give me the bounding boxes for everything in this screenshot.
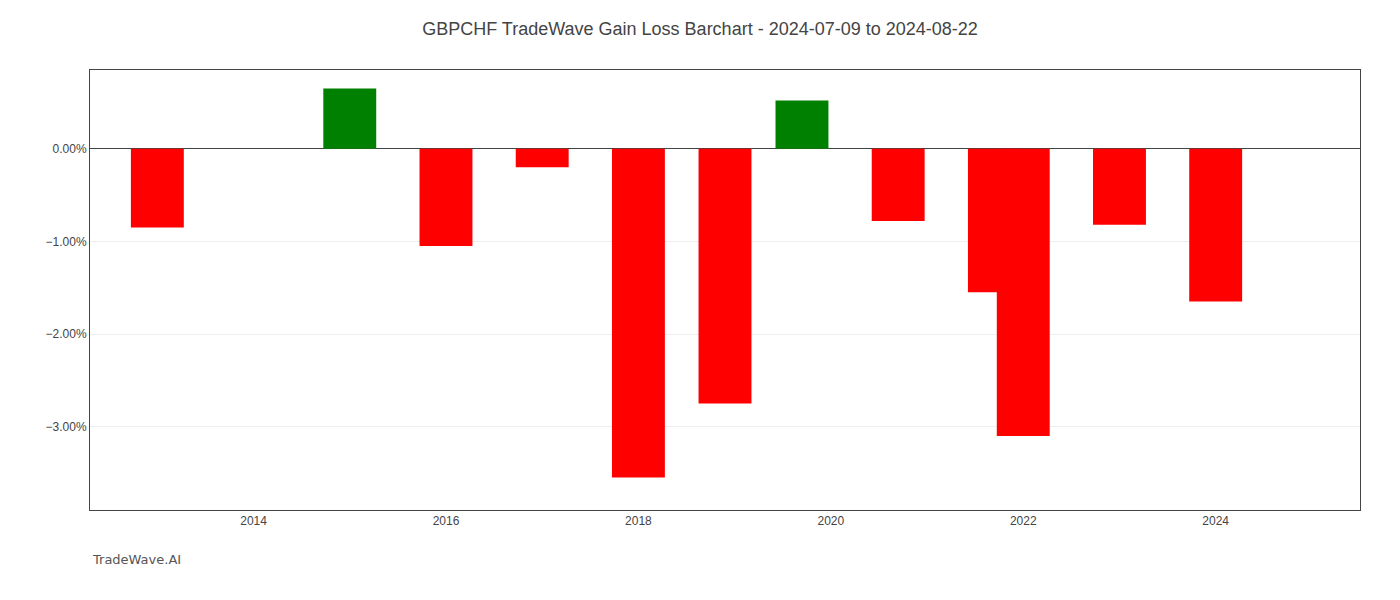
svg-text:−1.00%: −1.00%: [46, 235, 87, 249]
svg-text:−2.00%: −2.00%: [46, 327, 87, 341]
svg-text:2024: 2024: [1202, 514, 1229, 528]
svg-text:0.00%: 0.00%: [53, 142, 87, 156]
svg-text:−3.00%: −3.00%: [46, 420, 87, 434]
svg-text:2016: 2016: [433, 514, 460, 528]
svg-text:2014: 2014: [240, 514, 267, 528]
svg-text:TradeWave.AI: TradeWave.AI: [92, 552, 181, 567]
svg-text:2018: 2018: [625, 514, 652, 528]
svg-text:GBPCHF TradeWave Gain Loss Bar: GBPCHF TradeWave Gain Loss Barchart - 20…: [422, 19, 978, 39]
svg-text:2022: 2022: [1010, 514, 1037, 528]
svg-text:2020: 2020: [817, 514, 844, 528]
